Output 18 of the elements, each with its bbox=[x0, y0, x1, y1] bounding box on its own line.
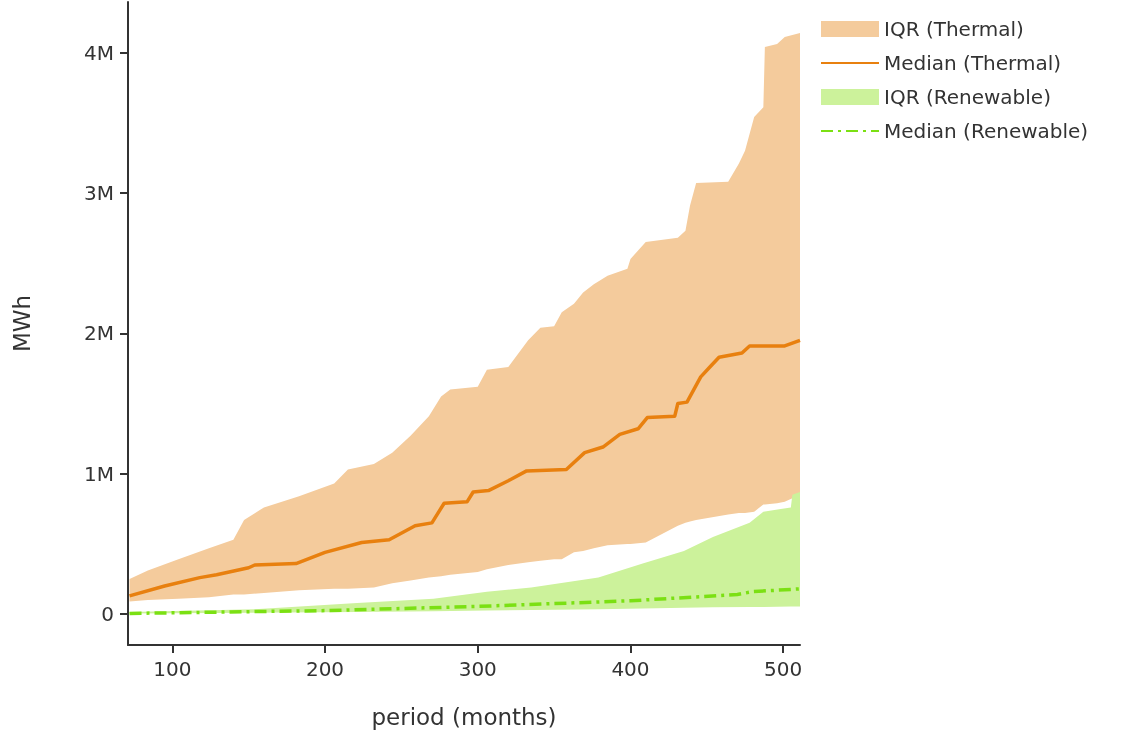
x-tick-label: 300 bbox=[458, 657, 497, 681]
legend-label: Median (Renewable) bbox=[884, 119, 1089, 143]
x-tick-label: 500 bbox=[764, 657, 803, 681]
x-tick-label: 400 bbox=[611, 657, 650, 681]
x-tick-label: 200 bbox=[305, 657, 345, 681]
legend-label: Median (Thermal) bbox=[884, 51, 1062, 75]
y-tick-label: 4M bbox=[84, 40, 114, 65]
legend-label: IQR (Thermal) bbox=[884, 17, 1024, 41]
y-axis-title: MWh bbox=[8, 294, 35, 353]
y-tick-label: 2M bbox=[84, 321, 114, 346]
y-tick-label: 1M bbox=[84, 461, 114, 486]
y-tick-label: 3M bbox=[84, 180, 114, 205]
line-series bbox=[127, 338, 802, 598]
line-series bbox=[127, 587, 802, 616]
x-axis-title: period (months) bbox=[371, 703, 557, 730]
x-tick-label: 100 bbox=[153, 657, 192, 681]
legend-label: IQR (Renewable) bbox=[884, 85, 1051, 109]
y-tick-label: 0 bbox=[101, 602, 114, 627]
